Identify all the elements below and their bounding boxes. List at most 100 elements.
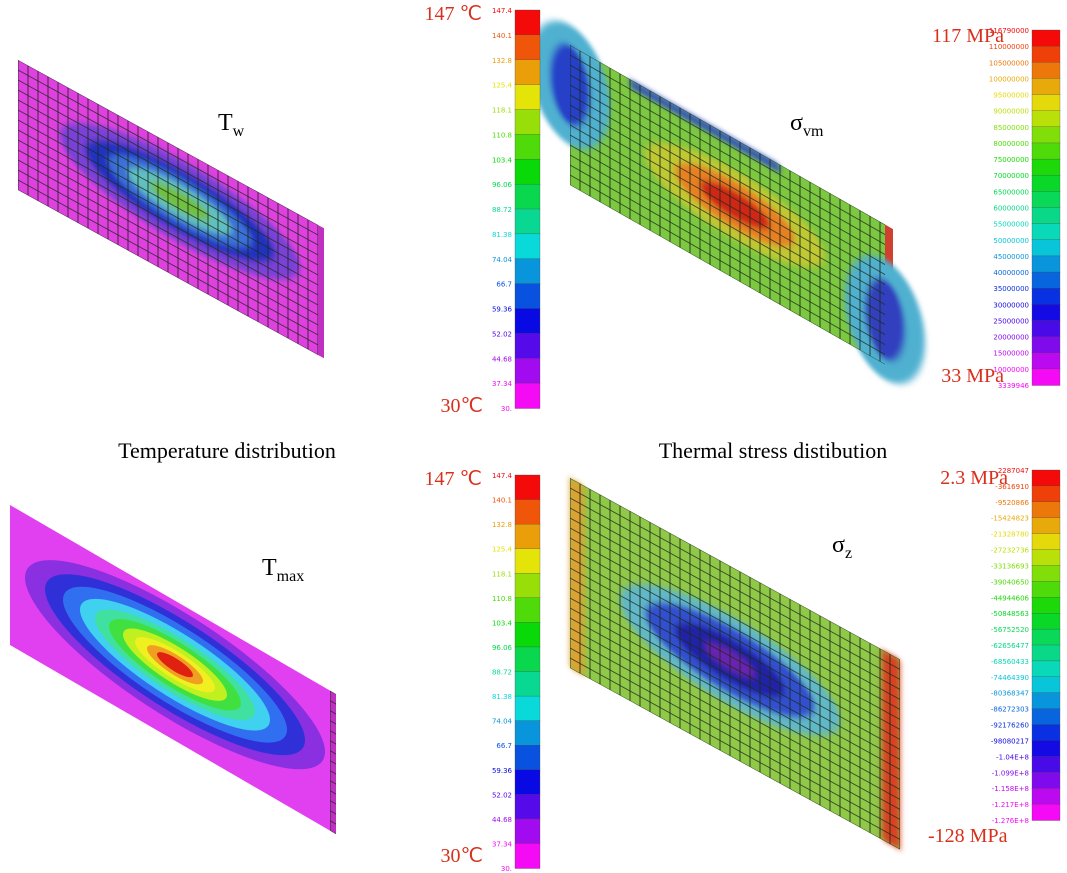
legend-label: -80368347 [991, 690, 1029, 698]
legend-cell [1032, 502, 1060, 518]
legend-cell [1032, 629, 1060, 645]
legend-label: 74.04 [492, 256, 513, 264]
legend-cell [1032, 486, 1060, 502]
legend-cell [1032, 709, 1060, 725]
legend-label: -62656477 [991, 642, 1029, 650]
legend-label: -92176260 [991, 722, 1029, 730]
legend-min: 33 MPa [941, 365, 1004, 387]
legend-cell [1032, 772, 1060, 788]
legend-cell [1032, 597, 1060, 613]
legend-cell [1032, 30, 1060, 47]
legend-cell [515, 745, 540, 770]
legend-label: 66.7 [496, 742, 512, 750]
legend-cell [515, 622, 540, 647]
legend-cell [1032, 288, 1060, 305]
legend-cell [1032, 470, 1060, 486]
legend-cell [515, 843, 540, 868]
legend-label: 75000000 [993, 156, 1029, 164]
legend-label: 15000000 [993, 350, 1029, 358]
legend-label: 105000000 [989, 59, 1029, 67]
panel-symbol: Tmax [262, 555, 304, 585]
legend-cell [1032, 804, 1060, 820]
legend-cell [515, 159, 540, 184]
legend-cell [1032, 534, 1060, 550]
legend-label: 65000000 [993, 188, 1029, 196]
legend-label: -1.099E+8 [992, 769, 1029, 777]
legend-cell [1032, 175, 1060, 192]
legend-cell [515, 383, 540, 408]
legend-label: 81.38 [492, 231, 512, 239]
legend-label: 81.38 [492, 693, 512, 701]
symbol-base: T [262, 555, 277, 581]
legend-cell [1032, 304, 1060, 321]
symbol-base: T [218, 110, 233, 136]
legend-max: 2.3 MPa [940, 467, 1008, 489]
legend-cell [515, 770, 540, 795]
legend-cell [1032, 740, 1060, 756]
figure: TwσvmTmaxσzTemperature distributionTherm… [0, 0, 1067, 873]
legend-cell [1032, 693, 1060, 709]
legend-label: -9520866 [995, 499, 1029, 507]
legend-cell [1032, 127, 1060, 144]
legend-label: 52.02 [492, 330, 512, 338]
plate-svm [530, 2, 925, 402]
panel-symbol: σz [832, 532, 852, 562]
legend-cell [1032, 240, 1060, 257]
plate-sz [570, 478, 900, 850]
legend-max: 147 ℃ [425, 468, 482, 490]
legend-label: -1.276E+8 [992, 817, 1029, 825]
legend-label: 90000000 [993, 108, 1029, 116]
legend-cell [515, 696, 540, 721]
legend-cell [1032, 191, 1060, 208]
legend-label: 55000000 [993, 221, 1029, 229]
legend-label: 37.34 [492, 380, 513, 388]
legend-cell [515, 794, 540, 819]
legend-label: 118.1 [492, 107, 512, 115]
symbol-base: σ [832, 532, 845, 558]
legend-cell [1032, 256, 1060, 273]
legend-label: -68560433 [991, 658, 1029, 666]
legend-cell [1032, 613, 1060, 629]
legend-label: 125.4 [492, 82, 513, 90]
legend-cell [1032, 788, 1060, 804]
legend-cell [515, 524, 540, 549]
legend-cell [515, 598, 540, 623]
legend-label: 118.1 [492, 570, 512, 578]
legend-cell [1032, 143, 1060, 160]
legend-cell [515, 184, 540, 209]
legend-label: 132.8 [492, 57, 512, 65]
legend-label: 60000000 [993, 205, 1029, 213]
legend-cell [1032, 159, 1060, 176]
legend-cell [1032, 581, 1060, 597]
legend-cell [1032, 62, 1060, 79]
legend-label: -86272303 [991, 706, 1029, 714]
legend-label: 59.36 [492, 767, 513, 775]
legend-cell [515, 284, 540, 309]
legend-label: 100000000 [989, 75, 1029, 83]
legend-label: 20000000 [993, 334, 1029, 342]
legend-label: 25000000 [993, 317, 1029, 325]
legend-label: -74464390 [991, 674, 1029, 682]
panel-symbol: Tw [218, 110, 245, 140]
legend-label: 45000000 [993, 253, 1029, 261]
legend-cell [1032, 645, 1060, 661]
legend-cell [1032, 518, 1060, 534]
color-legend: 1167900001100000001050000001000000009500… [932, 25, 1060, 390]
legend-label: 37.34 [492, 840, 513, 848]
legend-min: -128 MPa [928, 825, 1008, 847]
legend-cell [1032, 677, 1060, 693]
legend-label: -56752520 [991, 626, 1029, 634]
legend-label: 66.7 [496, 281, 512, 289]
legend-cell [515, 234, 540, 259]
legend-cell [515, 358, 540, 383]
legend-label: 140.1 [492, 32, 512, 40]
legend-cell [515, 721, 540, 746]
legend-label: 85000000 [993, 124, 1029, 132]
legend-cell [1032, 46, 1060, 63]
color-legend: 2287047-3616910-9520866-15424823-2132878… [928, 467, 1060, 847]
legend-label: -21328780 [991, 531, 1029, 539]
legend-label: 147.4 [492, 7, 513, 15]
legend-label: 147.4 [492, 472, 513, 480]
legend-label: -44944606 [991, 594, 1030, 602]
legend-label: 103.4 [492, 156, 513, 164]
